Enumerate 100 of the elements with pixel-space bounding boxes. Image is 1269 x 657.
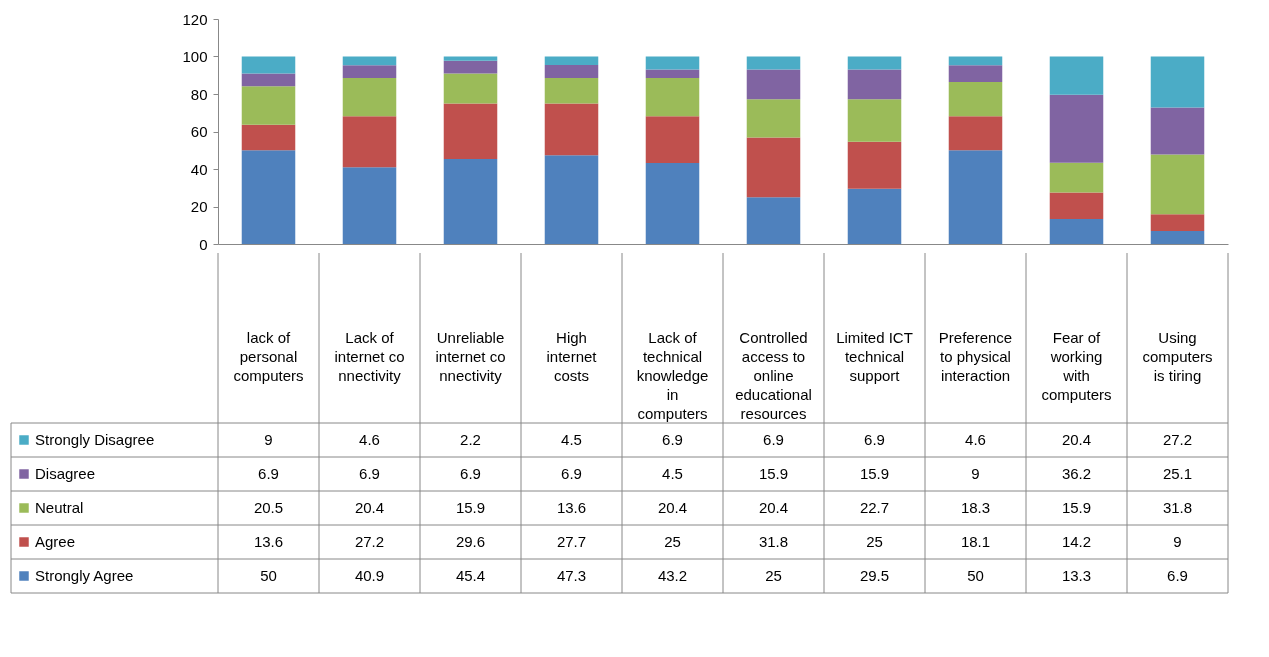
bar: [342, 65, 397, 79]
bar: [241, 86, 296, 125]
data-label: 40.9: [354, 567, 385, 584]
bar: [443, 60, 498, 74]
bar: [241, 150, 296, 244]
data-label: 50: [967, 567, 984, 584]
data-label: 4.6: [359, 431, 380, 448]
bar: [443, 158, 498, 244]
data-label: 25: [765, 567, 782, 584]
data-label: 13.6: [253, 533, 284, 550]
bar: [746, 69, 801, 100]
bar: [948, 116, 1003, 151]
bar: [847, 69, 902, 100]
data-label: 4.6: [965, 431, 986, 448]
bar: [645, 69, 700, 78]
bar: [544, 56, 599, 65]
y-tick-label: 20: [190, 198, 208, 215]
x-tick-label: Unreliable internet connectivity: [435, 329, 506, 384]
y-tick-label: 100: [182, 48, 208, 65]
legend-label: Neutral: [35, 499, 84, 516]
bar: [1049, 56, 1104, 95]
x-tick-label: Lack of internet connectivity: [334, 329, 405, 384]
data-label: 20.4: [1061, 431, 1092, 448]
data-label: 36.2: [1061, 465, 1092, 482]
data-label: 25.1: [1162, 465, 1193, 482]
bar: [342, 56, 397, 66]
data-label: 27.2: [354, 533, 385, 550]
x-tick-label: lack of personal computers: [233, 329, 304, 384]
legend-label: Disagree: [35, 465, 96, 482]
data-label: 15.9: [455, 499, 486, 516]
bar: [544, 103, 599, 156]
data-label: 18.3: [960, 499, 991, 516]
x-tick-label: Controlled access to online educational resources: [735, 329, 812, 422]
bar: [1049, 219, 1104, 244]
data-label: 22.7: [859, 499, 890, 516]
bar: [241, 124, 296, 151]
legend-label: Strongly Disagree: [35, 431, 155, 448]
x-tick-label: Limited ICT technical support: [836, 329, 913, 384]
bar: [1049, 94, 1104, 163]
data-label: 6.9: [864, 431, 885, 448]
data-label: 9: [1173, 533, 1182, 550]
bar: [1150, 107, 1205, 155]
data-label: 20.4: [758, 499, 789, 516]
data-label: 2.2: [460, 431, 481, 448]
data-label: 14.2: [1061, 533, 1092, 550]
bar: [645, 56, 700, 70]
x-tick-label: Preference to physical interaction: [938, 329, 1013, 384]
data-label: 6.9: [359, 465, 380, 482]
bar: [645, 163, 700, 244]
bar: [847, 188, 902, 244]
data-label: 27.7: [556, 533, 587, 550]
data-label: 25: [866, 533, 883, 550]
bar: [342, 167, 397, 244]
data-label: 15.9: [859, 465, 890, 482]
data-label: 20.4: [354, 499, 385, 516]
bar: [948, 56, 1003, 66]
bar: [544, 64, 599, 78]
bar: [1049, 162, 1104, 193]
y-tick-label: 40: [190, 160, 208, 178]
bar: [1150, 231, 1205, 244]
bar: [443, 56, 498, 61]
data-label: 43.2: [657, 567, 688, 584]
data-label: 6.9: [662, 431, 683, 448]
legend-label: Agree: [35, 533, 76, 550]
data-label: 18.1: [960, 533, 991, 550]
data-label: 45.4: [455, 567, 486, 584]
bar: [847, 56, 902, 70]
data-label: 29.5: [859, 567, 890, 584]
bar: [544, 77, 599, 104]
data-label: 9: [971, 465, 980, 482]
bar: [847, 99, 902, 142]
data-label: 20.4: [657, 499, 688, 516]
x-tick-label: High internet costs: [546, 329, 598, 384]
bar: [241, 73, 296, 87]
data-label: 6.9: [561, 465, 582, 482]
bar: [948, 65, 1003, 82]
legend-label: Strongly Agree: [35, 567, 134, 584]
data-label: 6.9: [258, 465, 279, 482]
bar: [1150, 214, 1205, 232]
bar: [1150, 56, 1205, 108]
bar: [746, 99, 801, 138]
data-label: 6.9: [1167, 567, 1188, 584]
bar: [746, 137, 801, 198]
bar: [746, 197, 801, 244]
y-tick-label: 80: [190, 85, 208, 103]
data-label: 4.5: [662, 465, 683, 482]
data-label: 29.6: [455, 533, 486, 550]
data-label: 6.9: [763, 431, 784, 448]
data-label: 31.8: [758, 533, 789, 550]
bar: [645, 77, 700, 117]
bar: [847, 141, 902, 189]
bar: [645, 116, 700, 163]
data-label: 27.2: [1162, 431, 1193, 448]
bar: [443, 103, 498, 159]
data-label: 4.5: [561, 431, 582, 448]
bar: [1150, 154, 1205, 215]
data-label: 25: [664, 533, 681, 550]
bar: [746, 56, 801, 70]
bar: [544, 155, 599, 244]
x-tick-label: Fear of working with computers: [1041, 329, 1112, 403]
